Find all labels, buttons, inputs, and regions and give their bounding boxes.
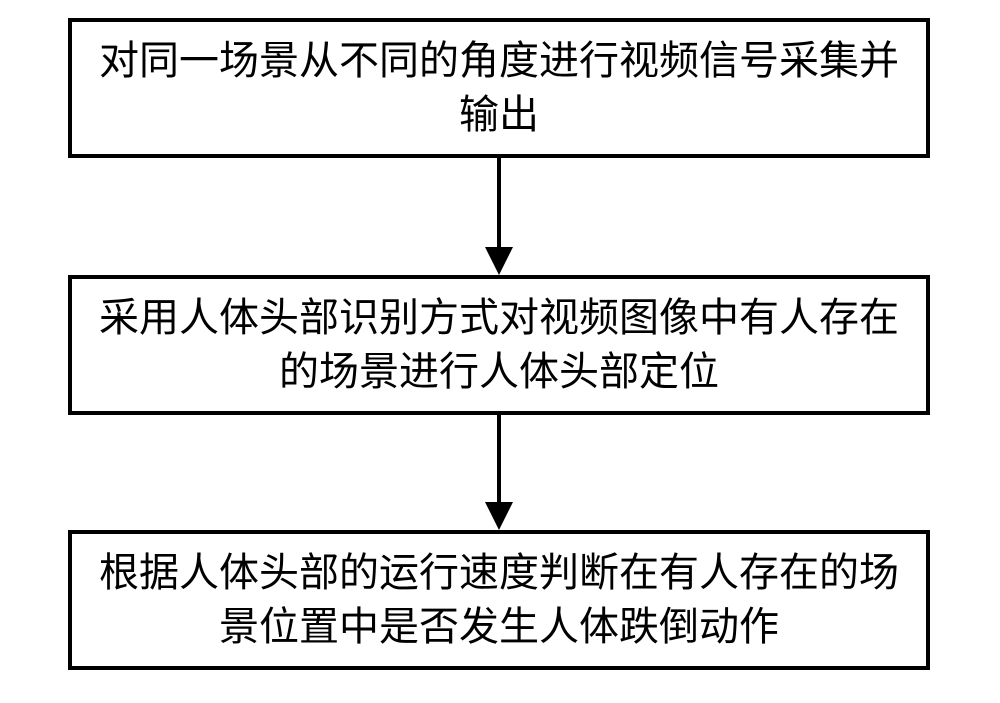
flowchart-node-step1: 对同一场景从不同的角度进行视频信号采集并输出 [68, 18, 930, 158]
flowchart-canvas: 对同一场景从不同的角度进行视频信号采集并输出 采用人体头部识别方式对视频图像中有… [0, 0, 1000, 703]
flowchart-edge-1-line [497, 158, 501, 247]
flowchart-node-step2: 采用人体头部识别方式对视频图像中有人存在的场景进行人体头部定位 [68, 275, 930, 415]
flowchart-edge-2-head [485, 502, 513, 530]
flowchart-edge-2-line [497, 415, 501, 502]
flowchart-edge-1-head [485, 247, 513, 275]
flowchart-node-step3: 根据人体头部的运行速度判断在有人存在的场景位置中是否发生人体跌倒动作 [68, 530, 930, 670]
